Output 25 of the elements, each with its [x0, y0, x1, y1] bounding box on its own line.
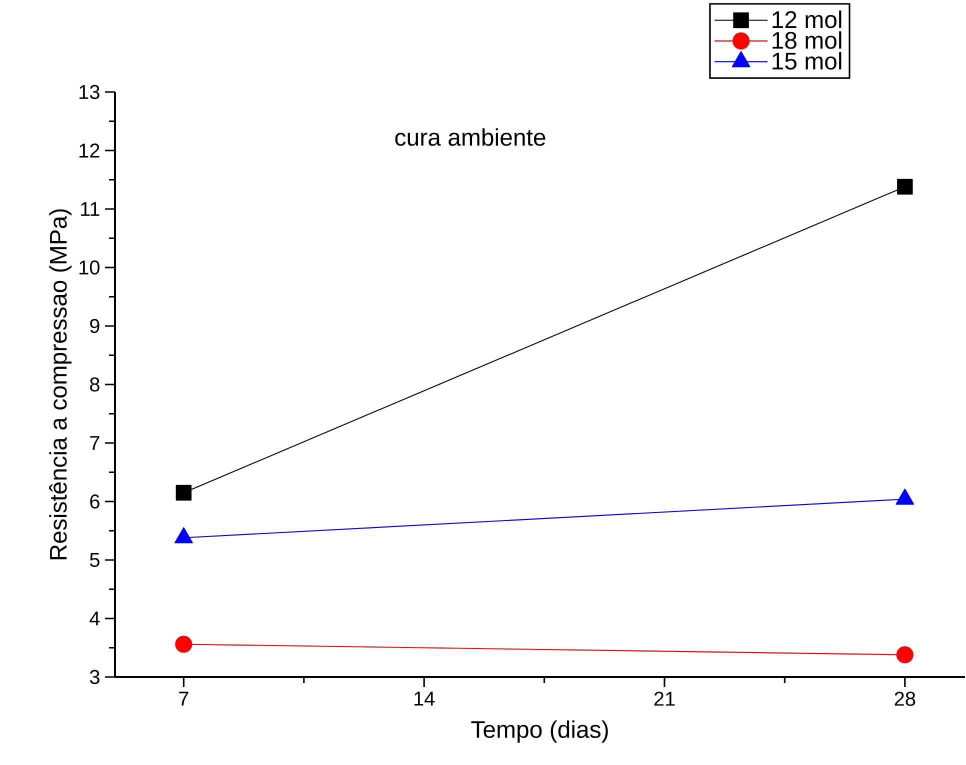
x-tick-label: 7 [179, 692, 188, 706]
legend-label: 18 mol [772, 31, 842, 49]
y-tick-label: 10 [80, 260, 100, 275]
y-axis-title: Resistência a compressao (MPa) [49, 209, 72, 560]
point [896, 646, 914, 664]
y-tick-label: 6 [90, 494, 100, 509]
point [175, 636, 192, 653]
point [176, 484, 192, 501]
x-tick-label: 21 [654, 692, 675, 706]
legend-label: 12 mol [772, 10, 842, 28]
point [897, 178, 913, 195]
x-axis-title: Tempo (dias) [471, 720, 608, 743]
y-tick-label: 4 [90, 612, 100, 626]
y-tick-label: 5 [90, 553, 100, 567]
annotation: cura ambiente [395, 128, 546, 146]
y-tick-label: 3 [90, 670, 100, 684]
y-tick-label: 13 [80, 84, 100, 100]
y-tick-label: 9 [90, 318, 100, 334]
x-tick-label: 14 [414, 692, 435, 706]
y-tick-label: 11 [81, 202, 100, 216]
legend-label: 15 mol [772, 52, 842, 70]
y-tick-label: 8 [90, 377, 100, 392]
y-tick-label: 12 [80, 144, 100, 158]
y-tick-label: 7 [90, 436, 100, 450]
x-tick-label: 28 [894, 692, 916, 706]
